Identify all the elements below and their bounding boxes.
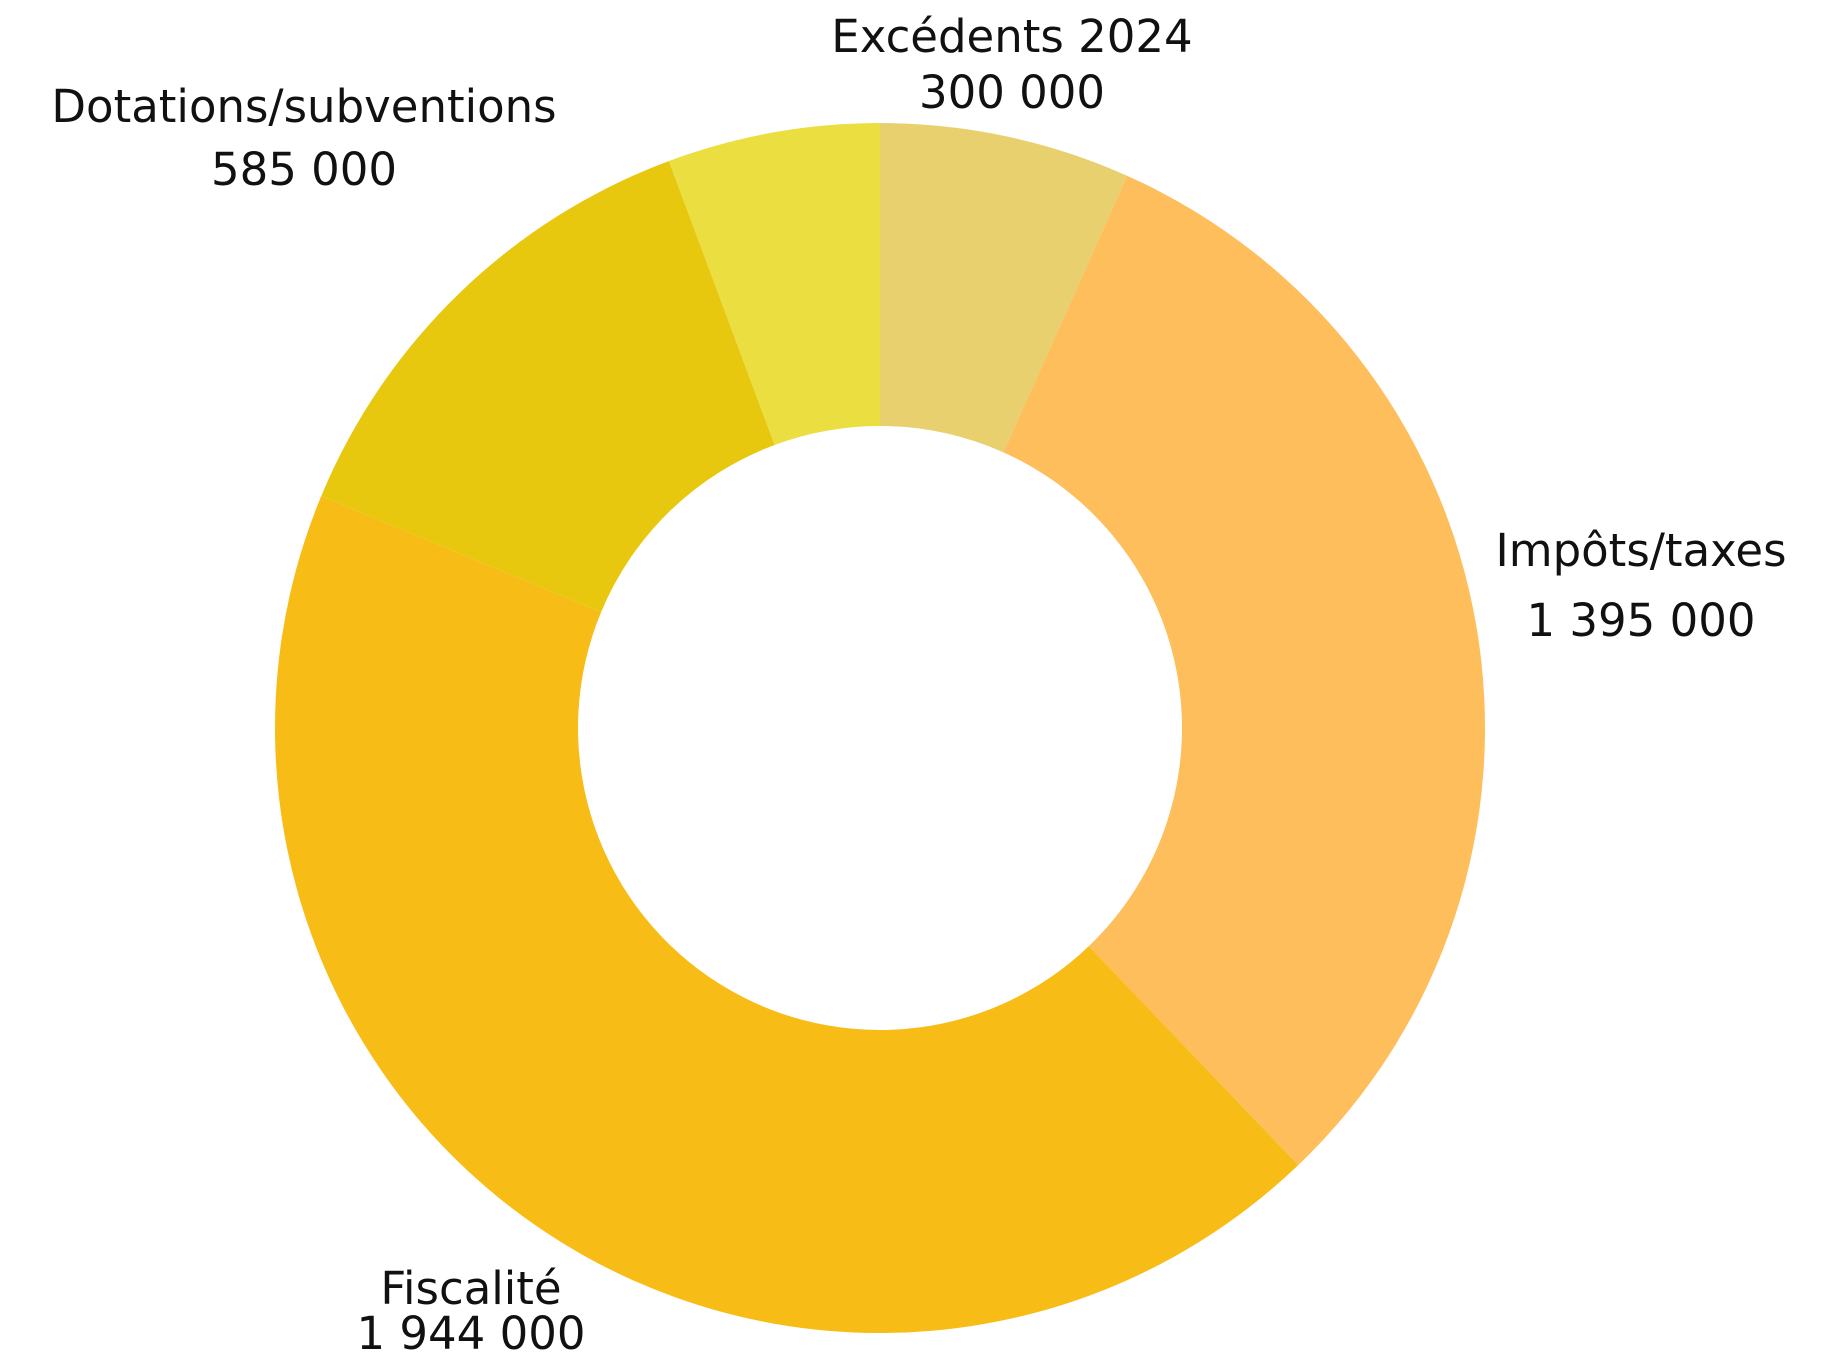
label-fiscalite-value: 1 944 000 [356,1307,585,1353]
donut-slices [274,123,1485,1334]
label-excedents-name: Excédents 2024 [831,10,1192,63]
donut-slice-1 [1003,175,1485,1166]
donut-slice-0 [880,123,1128,453]
label-fiscalite-name: Fiscalité [380,1262,561,1315]
label-impots-name: Impôts/taxes [1495,524,1786,577]
donut-slice-3 [321,161,775,613]
slice-labels: Excédents 2024 300 000 Impôts/taxes 1 39… [51,10,1786,1353]
label-excedents-value: 300 000 [919,66,1105,119]
label-impots-value: 1 395 000 [1526,594,1755,647]
donut-slice-4 [668,123,880,445]
label-dotations-name: Dotations/subventions [51,80,556,133]
donut-slice-2 [274,495,1299,1334]
label-dotations-value: 585 000 [211,143,397,196]
